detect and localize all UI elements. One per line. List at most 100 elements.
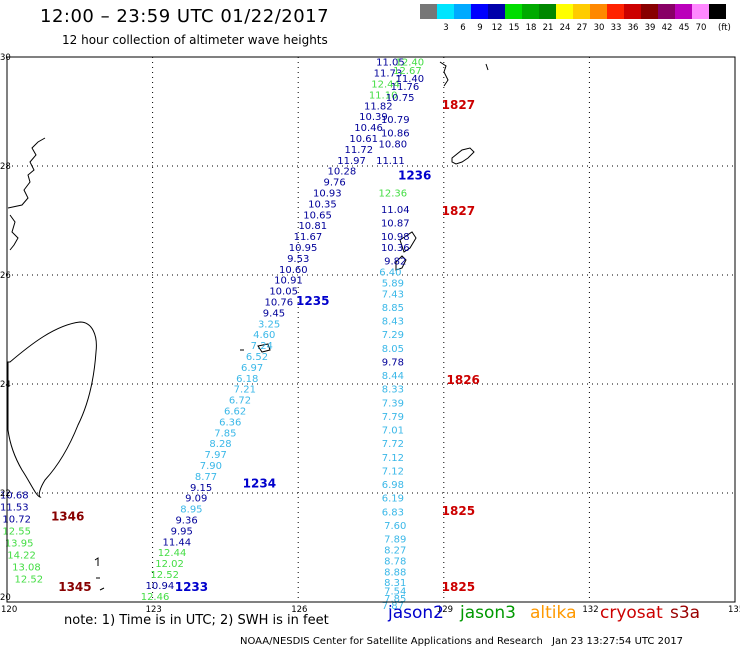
wave-height-value: 6.62 <box>224 407 246 418</box>
wave-height-value: 7.72 <box>382 439 404 450</box>
colorbar-tick: 15 <box>508 23 520 33</box>
colorbar-swatch <box>471 4 488 19</box>
wave-height-value: 7.60 <box>384 521 406 532</box>
wave-height-value: 8.33 <box>382 385 404 396</box>
colorbar-swatch <box>454 4 471 19</box>
pass-time-label: 1236 <box>398 169 431 183</box>
wave-height-value: 7.39 <box>382 398 404 409</box>
wave-height-value: 11.10 <box>369 90 398 101</box>
wave-height-value: 8.88 <box>384 567 406 578</box>
wave-height-value: 10.68 <box>0 490 29 501</box>
wave-height-value: 10.86 <box>381 129 410 140</box>
wave-height-value: 10.05 <box>269 287 298 298</box>
wave-height-value: 12.44 <box>371 80 400 91</box>
colorbar-swatch <box>573 4 590 19</box>
china-coastline <box>7 137 46 251</box>
colorbar-tick: 21 <box>542 23 554 33</box>
colorbar-tick: 18 <box>525 23 537 33</box>
wave-height-value: 6.52 <box>246 352 268 363</box>
wave-height-value: 10.76 <box>264 298 293 309</box>
colorbar-tick: 42 <box>661 23 673 33</box>
kyushu-islands <box>439 61 489 165</box>
wave-height-value: 8.44 <box>382 371 404 382</box>
pass-time-label: 1827 <box>442 98 475 112</box>
taiwan-coastline <box>7 321 97 498</box>
wave-height-value: 11.04 <box>381 205 410 216</box>
lon-label: 135 <box>728 605 740 615</box>
wave-height-value: 7.21 <box>234 385 256 396</box>
legend-jason3: jason3 <box>460 603 516 623</box>
colorbar-tick: 3 <box>443 23 449 33</box>
okinawa-island <box>395 255 407 271</box>
colorbar-tick: 70 <box>695 23 707 33</box>
wave-height-value: 10.72 <box>2 514 31 525</box>
wave-height-value: 10.94 <box>146 581 175 592</box>
wave-height-value: 12.36 <box>379 189 408 200</box>
wave-height-value: 10.93 <box>313 189 342 200</box>
wave-height-value: 11.44 <box>163 537 192 548</box>
wave-height-value: 8.31 <box>384 578 406 589</box>
colorbar-tick: 9 <box>477 23 483 33</box>
wave-height-value: 11.67 <box>294 232 323 243</box>
pass-time-label: 1346 <box>51 509 84 523</box>
colorbar-swatch <box>675 4 692 19</box>
wave-height-value: 12.02 <box>155 559 184 570</box>
wave-height-value: 6.40 <box>379 268 401 279</box>
wave-height-value: 10.36 <box>381 243 410 254</box>
pass-time-label: 1234 <box>243 477 276 491</box>
legend-altika: altika <box>530 603 577 623</box>
colorbar-swatch <box>692 4 709 19</box>
pass-time-label: 1825 <box>442 504 475 518</box>
wave-height-value: 8.95 <box>180 505 202 516</box>
lon-label: 120 <box>1 605 17 615</box>
wave-height-value: 12.40 <box>396 58 425 69</box>
legend-cryosat: cryosat <box>600 603 663 623</box>
wave-height-value: 6.72 <box>229 396 251 407</box>
wave-height-value: 9.82 <box>384 257 406 268</box>
wave-height-value: 12.46 <box>141 592 170 603</box>
colorbar-swatch <box>590 4 607 19</box>
lat-label: 20 <box>0 593 11 603</box>
wave-height-value: 7.97 <box>205 450 227 461</box>
colorbar-swatch <box>505 4 522 19</box>
amami-island <box>399 231 417 253</box>
wave-height-value: 12.44 <box>158 548 187 559</box>
wave-height-value: 7.85 <box>384 594 406 605</box>
colorbar-swatch <box>420 4 437 19</box>
wave-height-value: 12.67 <box>393 66 422 77</box>
wave-height-value: 9.36 <box>175 516 197 527</box>
wave-height-value: 10.39 <box>359 112 388 123</box>
lat-label: 22 <box>0 489 11 499</box>
wave-height-value: 3.25 <box>258 319 280 330</box>
wave-height-value: 12.52 <box>150 570 179 581</box>
yaeyama-islands <box>240 343 271 353</box>
colorbar-unit: (ft) <box>718 23 731 33</box>
wave-height-value: 5.89 <box>382 278 404 289</box>
wave-height-value: 8.85 <box>382 303 404 314</box>
wave-height-value: 11.53 <box>0 502 29 513</box>
wave-height-value: 11.05 <box>376 58 405 69</box>
wave-height-value: 7.87 <box>382 601 404 612</box>
wave-height-value: 10.79 <box>381 115 410 126</box>
wave-height-value: 7.01 <box>382 426 404 437</box>
wave-height-value: 7.85 <box>214 428 236 439</box>
wave-height-value: 6.97 <box>241 363 263 374</box>
wave-height-value: 11.82 <box>364 101 393 112</box>
wave-height-value: 7.12 <box>382 466 404 477</box>
wave-height-value: 10.95 <box>289 243 318 254</box>
wave-height-value: 12.55 <box>2 526 31 537</box>
lon-label: 132 <box>582 605 598 615</box>
wave-height-value: 10.75 <box>386 93 415 104</box>
wave-height-value: 13.08 <box>12 562 41 573</box>
wave-height-value: 8.27 <box>384 545 406 556</box>
colorbar-swatch <box>624 4 641 19</box>
wave-height-value: 6.19 <box>382 494 404 505</box>
wave-height-value: 10.80 <box>379 139 408 150</box>
wave-height-value: 9.15 <box>190 483 212 494</box>
pass-time-label: 1233 <box>175 580 208 594</box>
wave-height-value: 9.76 <box>323 178 345 189</box>
wave-height-value: 11.97 <box>337 156 366 167</box>
wave-height-value: 10.81 <box>298 221 327 232</box>
wave-height-value: 6.98 <box>382 480 404 491</box>
